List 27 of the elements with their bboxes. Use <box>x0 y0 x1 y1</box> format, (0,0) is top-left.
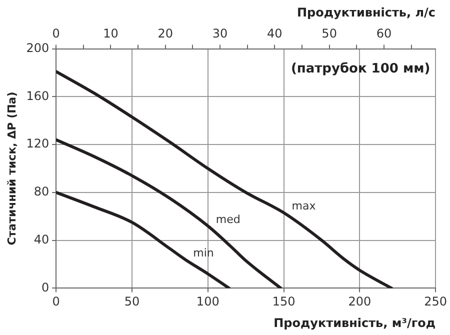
x-tick-label: 50 <box>124 294 140 309</box>
x2-tick-label: 60 <box>376 26 392 41</box>
x2-tick-label: 30 <box>212 26 228 41</box>
x2-tick-label: 0 <box>52 26 60 41</box>
x2-tick-label: 40 <box>267 26 282 41</box>
x2-axis-title: Продуктивність, л/с <box>296 5 436 20</box>
line-series <box>56 138 282 288</box>
x-tick-label: 250 <box>424 294 447 309</box>
x2-tick-label: 10 <box>103 26 118 41</box>
x-tick-label: 0 <box>52 294 60 309</box>
x2-tick-label: 20 <box>158 26 174 41</box>
x-tick-label: 200 <box>348 294 372 309</box>
y-tick-label: 40 <box>34 232 50 246</box>
series-label: med <box>216 212 240 226</box>
x-axis-title: Продуктивність, м³/год <box>274 316 436 330</box>
y-tick-label: 0 <box>41 280 50 294</box>
x2-tick-label: 50 <box>322 26 337 41</box>
y-tick-label: 120 <box>26 136 50 151</box>
x-tick-label: 150 <box>272 294 296 309</box>
annotation: (патрубок 100 мм) <box>290 62 430 77</box>
y-tick-label: 200 <box>26 40 50 55</box>
series-label: min <box>193 246 214 260</box>
y-tick-label: 80 <box>34 184 50 199</box>
x-tick-label: 100 <box>196 294 220 309</box>
y-axis-title: Статичний тиск, ΔP (Па) <box>5 92 18 246</box>
series-label: max <box>292 200 316 213</box>
y-tick-label: 160 <box>26 88 50 103</box>
